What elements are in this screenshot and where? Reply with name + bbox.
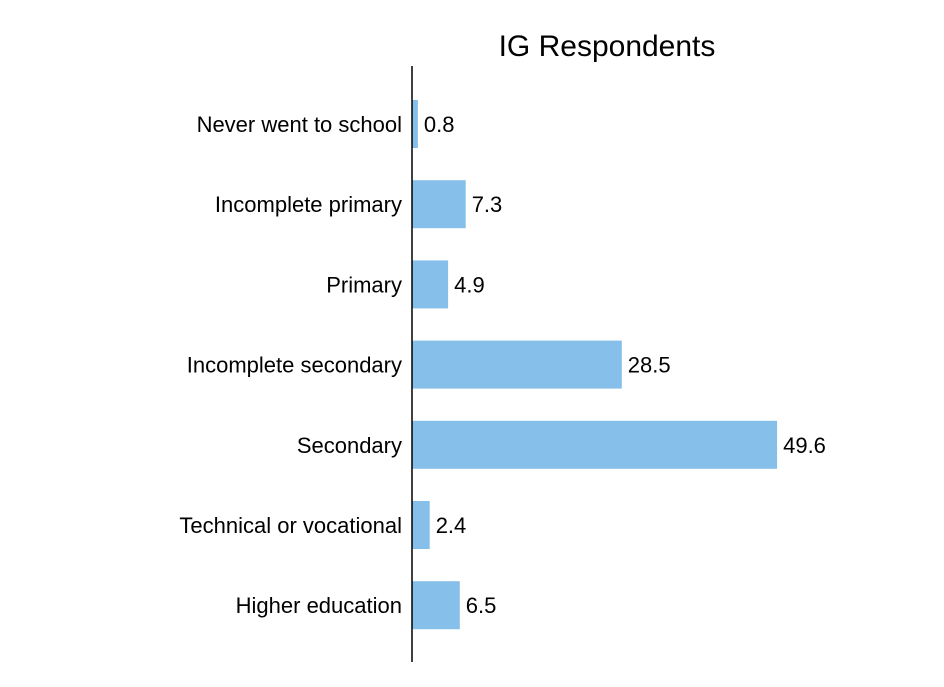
- bars-layer: [412, 100, 778, 630]
- bar-1: [412, 180, 466, 229]
- category-label-3: Incomplete secondary: [187, 353, 402, 378]
- category-label-6: Higher education: [236, 593, 402, 618]
- category-label-0: Never went to school: [197, 112, 402, 137]
- value-labels: 0.8 7.3 4.9 28.5 49.6 2.4 6.5: [424, 112, 826, 618]
- category-label-2: Primary: [326, 272, 402, 297]
- category-label-5: Technical or vocational: [179, 513, 402, 538]
- value-label-2: 4.9: [454, 272, 485, 297]
- value-label-0: 0.8: [424, 112, 455, 137]
- bar-2: [412, 260, 449, 309]
- bar-3: [412, 340, 622, 389]
- category-label-4: Secondary: [297, 433, 402, 458]
- bar-4: [412, 420, 778, 469]
- bar-6: [412, 581, 460, 630]
- value-label-3: 28.5: [628, 353, 671, 378]
- category-label-1: Incomplete primary: [215, 192, 402, 217]
- bar-0: [412, 100, 418, 148]
- value-label-4: 49.6: [783, 433, 826, 458]
- value-label-6: 6.5: [466, 593, 497, 618]
- bar-5: [412, 501, 430, 549]
- value-label-1: 7.3: [472, 192, 503, 217]
- chart-title: IG Respondents: [499, 30, 716, 63]
- value-label-5: 2.4: [436, 513, 467, 538]
- category-labels: Never went to school Incomplete primary Pr…: [179, 112, 402, 618]
